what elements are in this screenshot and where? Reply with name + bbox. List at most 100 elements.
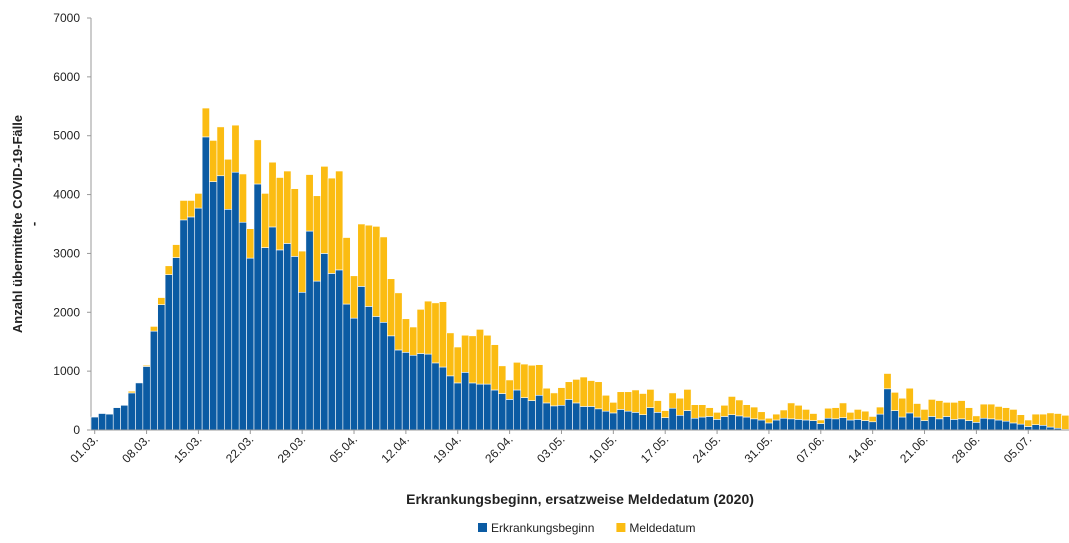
bar-segment <box>327 177 336 274</box>
bar-segment <box>779 409 788 419</box>
bar-segment <box>268 226 277 431</box>
bar-segment <box>839 417 848 431</box>
bar-segment <box>742 416 751 431</box>
bar-segment <box>453 382 462 431</box>
bar-segment <box>601 394 610 412</box>
bar-segment <box>416 353 425 431</box>
bar-segment <box>705 407 714 417</box>
bar-segment <box>513 362 522 391</box>
bar-segment <box>350 317 359 431</box>
bar-segment <box>890 392 899 411</box>
bar-segment <box>379 321 388 431</box>
bar-segment <box>1031 424 1040 431</box>
bar-segment <box>98 413 107 431</box>
bar-segment <box>275 177 284 251</box>
y-axis-title-line: - <box>26 222 41 226</box>
bar-segment <box>290 256 299 431</box>
bar-segment <box>483 383 492 431</box>
bar-segment <box>913 416 922 431</box>
bar-segment <box>179 219 188 431</box>
bar-segment <box>1024 426 1033 431</box>
bar-segment <box>246 228 255 259</box>
bar-segment <box>290 188 299 257</box>
x-tick-label: 29.03. <box>275 432 308 465</box>
bar-segment <box>135 382 144 431</box>
bar-segment <box>505 379 514 400</box>
bar-segment <box>801 409 810 421</box>
bar-segment <box>587 406 596 431</box>
bar-segment <box>1016 414 1025 425</box>
bar-segment <box>868 416 877 423</box>
bar-segment <box>735 415 744 431</box>
bar-segment <box>979 403 988 419</box>
bar-segment <box>224 158 233 210</box>
bar-segment <box>201 107 210 138</box>
x-tick-label: 15.03. <box>171 432 204 465</box>
bar-segment <box>90 416 99 431</box>
bar-segment <box>942 402 951 417</box>
bar-segment <box>1002 407 1011 422</box>
bar-segment <box>609 402 618 414</box>
bar-segment <box>957 418 966 431</box>
x-tick-label: 24.05. <box>690 432 723 465</box>
bar-segment <box>898 416 907 431</box>
bar-segment <box>927 416 936 431</box>
bar-segment <box>572 402 581 431</box>
bar-segment <box>1002 420 1011 431</box>
bar-segment <box>498 393 507 431</box>
bar-segment <box>676 414 685 431</box>
y-tick-label: 2000 <box>53 305 80 319</box>
bar-segment <box>127 392 136 431</box>
bar-segment <box>231 124 240 173</box>
bar-segment <box>342 303 351 431</box>
bar-segment <box>238 221 247 431</box>
bar-segment <box>950 402 959 420</box>
bar-segment <box>876 413 885 431</box>
bar-segment <box>387 278 396 337</box>
bar-segment <box>572 379 581 404</box>
bar-segment <box>164 265 173 275</box>
bar-segment <box>468 382 477 431</box>
bar-segment <box>564 381 573 400</box>
bar-segment <box>194 193 203 209</box>
bar-segment <box>831 407 840 420</box>
bar-segment <box>542 387 551 404</box>
bar-segment <box>757 411 766 421</box>
bar-segment <box>431 362 440 431</box>
bar-segment <box>668 407 677 431</box>
bar-segment <box>1009 409 1018 424</box>
bar-segment <box>979 417 988 431</box>
bar-segment <box>898 397 907 418</box>
bar-segment <box>172 244 181 258</box>
y-tick-label: 3000 <box>53 246 80 260</box>
bar-segment <box>446 375 455 431</box>
bar-segment <box>972 422 981 431</box>
bar-segment <box>624 410 633 431</box>
bar-segment <box>364 306 373 431</box>
bar-segment <box>809 420 818 431</box>
bar-segment <box>327 273 336 431</box>
bar-segment <box>194 207 203 431</box>
bar-segment <box>846 419 855 431</box>
bar-segment <box>357 286 366 431</box>
bar-segment <box>698 416 707 431</box>
x-tick-label: 31.05. <box>742 432 775 465</box>
bar-segment <box>320 253 329 431</box>
bar-segment <box>794 419 803 431</box>
bar-segment <box>839 402 848 418</box>
bar-segment <box>149 330 158 431</box>
bar-segment <box>305 230 314 431</box>
x-tick-label: 26.04. <box>482 432 515 465</box>
bar-segment <box>705 416 714 431</box>
bar-segment <box>312 195 321 282</box>
bar-segment <box>520 397 529 431</box>
bar-segment <box>587 380 596 407</box>
x-tick-label: 22.03. <box>223 432 256 465</box>
bar-segment <box>401 318 410 353</box>
bar-segment <box>513 389 522 431</box>
bar-segment <box>698 404 707 418</box>
bar-segment <box>238 173 247 223</box>
bar-segment <box>616 409 625 431</box>
bar-segment <box>1009 422 1018 431</box>
bar-segment <box>253 183 262 431</box>
